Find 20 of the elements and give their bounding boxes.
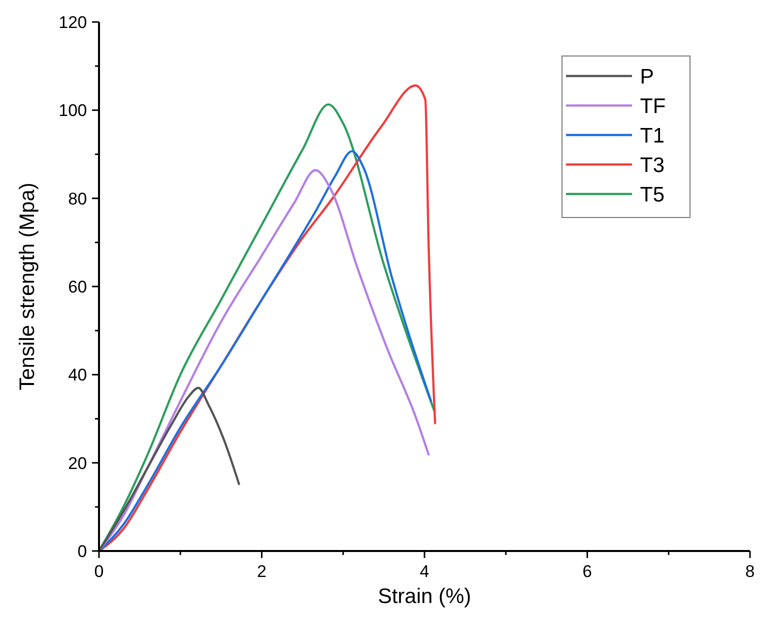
x-tick-label: 6 — [582, 562, 592, 581]
legend-label: P — [640, 65, 654, 88]
y-tick-label: 80 — [68, 189, 87, 208]
x-tick-label: 2 — [257, 562, 266, 581]
x-tick-label: 8 — [745, 562, 755, 581]
y-tick-label: 20 — [68, 454, 87, 473]
y-tick-label: 40 — [68, 366, 87, 385]
legend-label: TF — [640, 94, 666, 118]
y-tick-label: 100 — [58, 101, 87, 120]
legend-label: T5 — [640, 183, 665, 206]
y-axis-title: Tensile strength (Mpa) — [16, 182, 39, 390]
line-series — [98, 386, 240, 552]
legend-label: T3 — [640, 154, 665, 177]
x-tick-label: 0 — [94, 562, 104, 581]
y-tick-label: 120 — [58, 12, 87, 32]
legend-label: T1 — [640, 124, 665, 148]
x-axis-title: Strain (%) — [378, 585, 472, 608]
x-tick-label: 4 — [420, 562, 430, 581]
y-tick-label: 0 — [78, 542, 87, 561]
y-tick-label: 60 — [68, 277, 87, 296]
